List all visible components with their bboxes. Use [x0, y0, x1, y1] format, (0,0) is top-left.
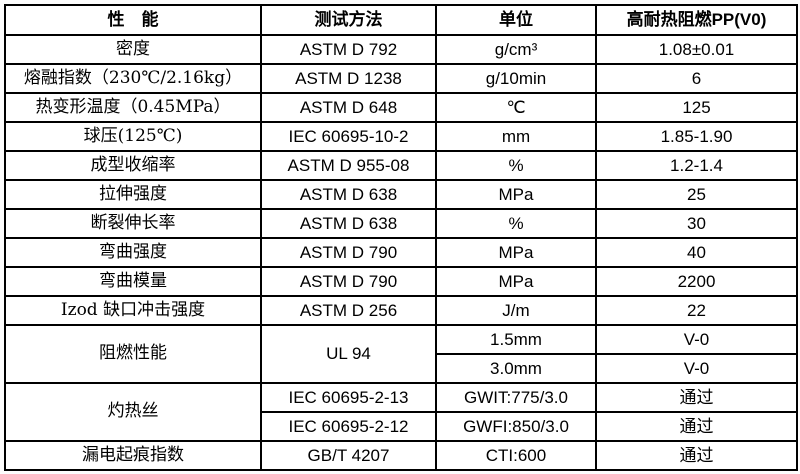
property-cell: 漏电起痕指数: [4, 440, 262, 471]
property-cell: 断裂伸长率: [4, 208, 262, 239]
method-cell: ASTM D 792: [260, 34, 437, 65]
unit-cell: g/cm³: [435, 34, 597, 65]
method-cell: ASTM D 256: [260, 295, 437, 326]
table-row-shrinkage: 成型收缩率 ASTM D 955-08 % 1.2-1.4: [4, 150, 798, 181]
unit-cell: 1.5mm: [435, 324, 597, 355]
method-cell: UL 94: [260, 324, 437, 384]
unit-cell: 3.0mm: [435, 353, 597, 384]
header-property: 性 能: [4, 4, 262, 36]
method-cell: ASTM D 790: [260, 237, 437, 268]
header-unit: 单位: [435, 4, 597, 36]
unit-cell: GWFI:850/3.0: [435, 411, 597, 442]
unit-cell: MPa: [435, 237, 597, 268]
unit-cell: %: [435, 208, 597, 239]
value-cell: 25: [595, 179, 798, 210]
header-row: 性 能 测试方法 单位 高耐热阻燃PP(V0): [4, 4, 798, 36]
value-cell: 2200: [595, 266, 798, 297]
table-row-flexural-strength: 弯曲强度 ASTM D 790 MPa 40: [4, 237, 798, 268]
unit-cell: GWIT:775/3.0: [435, 382, 597, 413]
value-cell: 6: [595, 63, 798, 94]
method-cell: ASTM D 955-08: [260, 150, 437, 181]
value-cell: 1.85-1.90: [595, 121, 798, 152]
table-row-flexural-modulus: 弯曲模量 ASTM D 790 MPa 2200: [4, 266, 798, 297]
table-row-hdt: 热变形温度（0.45MPa） ASTM D 648 ℃ 125: [4, 92, 798, 123]
table-row-melt-index: 熔融指数（230℃/2.16kg） ASTM D 1238 g/10min 6: [4, 63, 798, 94]
unit-cell: mm: [435, 121, 597, 152]
table-row-tensile-strength: 拉伸强度 ASTM D 638 MPa 25: [4, 179, 798, 210]
property-cell: 球压(125℃): [4, 121, 262, 152]
property-cell: 密度: [4, 34, 262, 65]
unit-cell: J/m: [435, 295, 597, 326]
method-cell: ASTM D 648: [260, 92, 437, 123]
header-grade: 高耐热阻燃PP(V0): [595, 4, 798, 36]
table-row-glow-wire-1: 灼热丝 IEC 60695-2-13 GWIT:775/3.0 通过: [4, 382, 798, 442]
value-cell: 30: [595, 208, 798, 239]
property-cell: 阻燃性能: [4, 324, 262, 384]
property-cell: 弯曲强度: [4, 237, 262, 268]
unit-cell: MPa: [435, 179, 597, 210]
value-cell: 1.08±0.01: [595, 34, 798, 65]
value-cell: 40: [595, 237, 798, 268]
material-spec-table: 性 能 测试方法 单位 高耐热阻燃PP(V0) 密度 ASTM D 792 g/…: [4, 4, 798, 471]
property-cell: Izod 缺口冲击强度: [4, 295, 262, 326]
method-cell: IEC 60695-2-12: [260, 411, 437, 442]
method-cell: ASTM D 790: [260, 266, 437, 297]
unit-cell: ℃: [435, 92, 597, 123]
table-row-flame-rating-2: 3.0mm V-0: [5, 353, 798, 384]
table-row-density: 密度 ASTM D 792 g/cm³ 1.08±0.01: [4, 34, 798, 65]
value-cell: 1.2-1.4: [595, 150, 798, 181]
header-method: 测试方法: [260, 4, 437, 36]
table-row-elongation: 断裂伸长率 ASTM D 638 % 30: [4, 208, 798, 239]
property-cell: 热变形温度（0.45MPa）: [4, 92, 262, 123]
method-cell: ASTM D 638: [260, 179, 437, 210]
unit-cell: MPa: [435, 266, 597, 297]
value-cell: V-0: [595, 353, 798, 384]
value-cell: V-0: [595, 324, 798, 355]
property-cell: 成型收缩率: [4, 150, 262, 181]
method-cell: IEC 60695-2-13: [260, 382, 437, 413]
property-cell: 拉伸强度: [4, 179, 262, 210]
method-cell: ASTM D 1238: [260, 63, 437, 94]
property-cell: 弯曲模量: [4, 266, 262, 297]
table-row-izod-impact: Izod 缺口冲击强度 ASTM D 256 J/m 22: [4, 295, 798, 326]
unit-cell: %: [435, 150, 597, 181]
unit-cell: g/10min: [435, 63, 597, 94]
property-cell: 熔融指数（230℃/2.16kg）: [4, 63, 262, 94]
value-cell: 125: [595, 92, 798, 123]
value-cell: 通过: [595, 382, 798, 413]
method-cell: ASTM D 638: [260, 208, 437, 239]
method-cell: IEC 60695-10-2: [260, 121, 437, 152]
value-cell: 通过: [595, 411, 798, 442]
unit-cell: CTI:600: [435, 440, 597, 471]
method-cell: GB/T 4207: [260, 440, 437, 471]
table-row-glow-wire-2: IEC 60695-2-12 GWFI:850/3.0 通过: [5, 411, 798, 442]
value-cell: 通过: [595, 440, 798, 471]
table-row-tracking-index: 漏电起痕指数 GB/T 4207 CTI:600 通过: [4, 440, 798, 471]
value-cell: 22: [595, 295, 798, 326]
table-row-flame-rating-1: 阻燃性能 UL 94 1.5mm V-0: [4, 324, 798, 384]
property-cell: 灼热丝: [4, 382, 262, 442]
table-row-ball-pressure: 球压(125℃) IEC 60695-10-2 mm 1.85-1.90: [4, 121, 798, 152]
